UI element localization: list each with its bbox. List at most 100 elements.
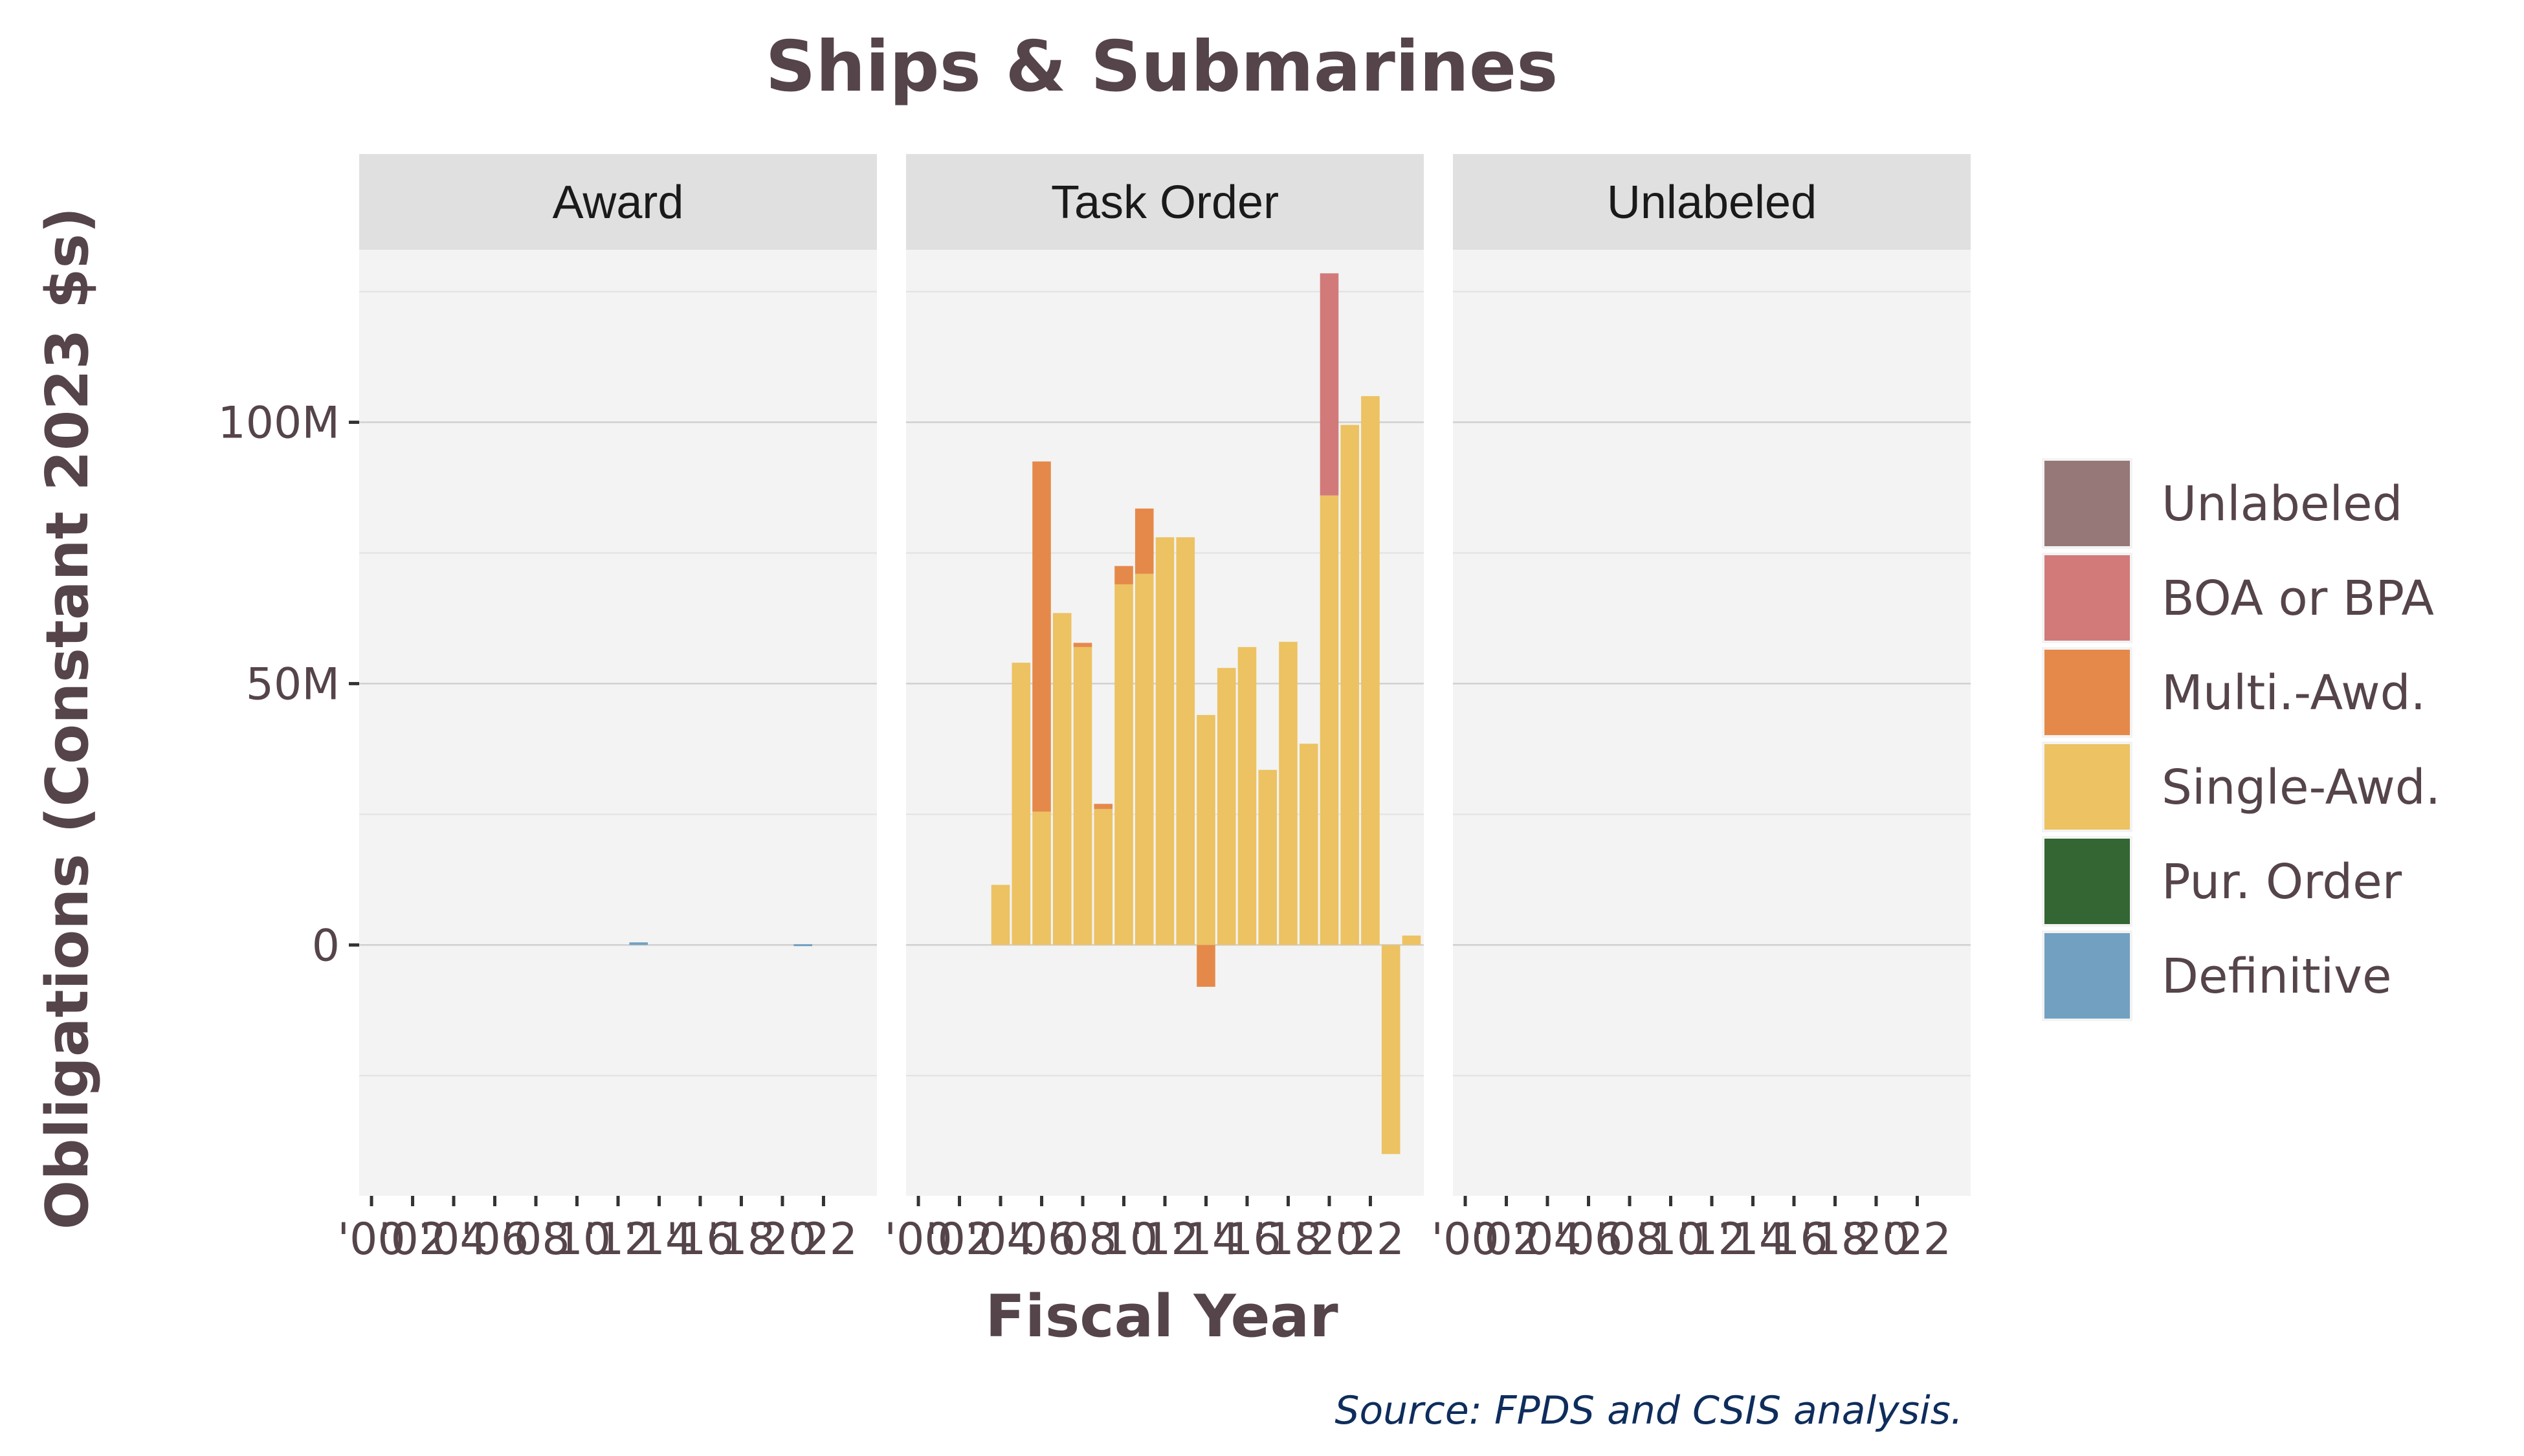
bar-single-awd-2021 [1340, 425, 1359, 945]
legend-label: Multi.-Awd. [2162, 665, 2426, 721]
bar-multi-awd-2008 [1073, 643, 1092, 647]
x-tick-label: '22 [1336, 1214, 1404, 1265]
facet-strip-label: Task Order [1051, 177, 1279, 228]
facet-strip-label: Unlabeled [1607, 177, 1817, 228]
legend-item-single-awd: Single-Awd. [2042, 742, 2441, 832]
bar-single-awd-2007 [1052, 613, 1072, 945]
bar-single-awd-2020 [1320, 495, 1339, 945]
x-tick-label: '18 [707, 1214, 775, 1265]
x-tick-label: '02 [1472, 1214, 1540, 1265]
x-tick-label: '06 [1008, 1214, 1076, 1265]
x-tick-label: '20 [1295, 1214, 1363, 1265]
legend-item-definitive: Definitive [2042, 931, 2391, 1021]
bar-single-awd-2011 [1135, 573, 1154, 945]
facet-strip-label: Award [553, 177, 684, 228]
x-tick-label: '22 [790, 1214, 858, 1265]
legend-swatch [2044, 839, 2130, 924]
x-tick-label: '20 [748, 1214, 816, 1265]
legend-item-multi-awd: Multi.-Awd. [2042, 647, 2426, 738]
bar-single-awd-2005 [1012, 663, 1031, 945]
x-tick-label: '06 [461, 1214, 529, 1265]
legend-swatch [2044, 555, 2130, 641]
legend: Unlabeled BOA or BPA Multi.-Awd. Single-Awd… [2042, 458, 2441, 1021]
bar-single-awd-2019 [1299, 744, 1318, 945]
x-tick-label: '04 [419, 1214, 487, 1265]
facet-strip [359, 154, 877, 250]
chart-title: Ships & Submarines [766, 27, 1558, 107]
x-tick-label: '12 [584, 1214, 652, 1265]
legend-label: BOA or BPA [2162, 571, 2434, 626]
x-tick-label: '16 [1760, 1214, 1828, 1265]
bar-single-awd-2023 [1381, 945, 1400, 1154]
legend-item-boa-or-bpa: BOA or BPA [2042, 553, 2434, 643]
legend-label: Unlabeled [2162, 476, 2403, 532]
legend-label: Definitive [2162, 949, 2391, 1004]
legend-swatch [2044, 933, 2130, 1019]
bar-single-awd-2008 [1073, 646, 1092, 945]
x-tick-label: '08 [502, 1214, 570, 1265]
bar-single-awd-2012 [1155, 537, 1175, 945]
x-tick-label: '16 [1213, 1214, 1281, 1265]
bar-multi-awd-2010 [1114, 566, 1133, 584]
y-tick-label: 0 [312, 920, 340, 971]
x-axis-title: Fiscal Year [985, 1283, 1338, 1351]
bar-single-awd-2004 [991, 885, 1010, 945]
legend-swatch [2044, 461, 2130, 546]
bar-single-awd-2017 [1258, 769, 1278, 945]
source-caption: Source: FPDS and CSIS analysis. [1334, 1388, 1963, 1433]
bar-single-awd-2013 [1176, 537, 1195, 945]
x-tick-label: '10 [543, 1214, 611, 1265]
x-tick-label: '08 [1595, 1214, 1663, 1265]
x-tick-label: '00 [1431, 1214, 1499, 1265]
y-tick-label: 100M [218, 398, 340, 449]
x-tick-label: '14 [1172, 1214, 1240, 1265]
x-tick-label: '14 [1719, 1214, 1787, 1265]
x-tick-label: '02 [925, 1214, 993, 1265]
x-tick-label: '04 [966, 1214, 1034, 1265]
x-tick-label: '10 [1637, 1214, 1705, 1265]
panel-unlabeled: Unlabeled'00'02'04'06'08'10'12'14'16'18'… [1431, 154, 1971, 1265]
bar-multi-awd-2009 [1094, 804, 1113, 810]
bar-single-awd-2018 [1279, 641, 1298, 945]
bar-single-awd-2014 [1197, 714, 1215, 945]
bar-single-awd-2009 [1094, 809, 1113, 945]
legend-label: Single-Awd. [2162, 760, 2441, 815]
x-tick-label: '12 [1131, 1214, 1199, 1265]
bar-single-awd-2010 [1114, 584, 1133, 945]
x-tick-label: '12 [1677, 1214, 1745, 1265]
bar-multi-awd-2006 [1032, 461, 1051, 812]
bar-definitive-2021 [793, 944, 812, 947]
panel-award: Award '00'02'04'06'08'10'12'14'16'18'20'2… [218, 154, 877, 1265]
x-tick-label: '18 [1254, 1214, 1322, 1265]
legend-label: Pur. Order [2162, 854, 2402, 910]
x-tick-label: '08 [1048, 1214, 1116, 1265]
y-tick-label: 50M [246, 659, 340, 710]
bar-single-awd-2024 [1402, 935, 1421, 945]
bar-single-awd-2015 [1217, 668, 1236, 945]
x-tick-label: '02 [379, 1214, 447, 1265]
x-tick-label: '00 [884, 1214, 952, 1265]
facet-strip [906, 154, 1424, 250]
bar-single-awd-2006 [1032, 811, 1051, 945]
x-tick-label: '16 [666, 1214, 734, 1265]
bar-multi-awd-2011 [1135, 508, 1154, 574]
x-tick-label: '06 [1555, 1214, 1622, 1265]
x-tick-label: '22 [1883, 1214, 1951, 1265]
x-tick-label: '10 [1090, 1214, 1158, 1265]
legend-item-pur-order: Pur. Order [2042, 836, 2402, 927]
legend-item-unlabeled: Unlabeled [2042, 458, 2403, 549]
legend-swatch [2044, 650, 2130, 735]
x-tick-label: '20 [1842, 1214, 1910, 1265]
x-tick-label: '00 [337, 1214, 405, 1265]
x-tick-label: '18 [1801, 1214, 1869, 1265]
bar-single-awd-2022 [1361, 396, 1380, 945]
facet-panels: Award'00'02'04'06'08'10'12'14'16'18'20'2… [218, 154, 1971, 1265]
y-axis-title: Obligations (Constant 2023 $s) [34, 207, 102, 1230]
bar-multi-awd-2014 [1197, 945, 1215, 987]
panel-task-order: Task Order '00'02'04'06'08'10'12'14'16'18… [884, 154, 1424, 1265]
x-tick-label: '04 [1513, 1214, 1581, 1265]
bar-single-awd-2016 [1237, 646, 1257, 945]
plot-background [359, 250, 877, 1196]
bar-boa-or-bpa-2020 [1320, 273, 1339, 496]
